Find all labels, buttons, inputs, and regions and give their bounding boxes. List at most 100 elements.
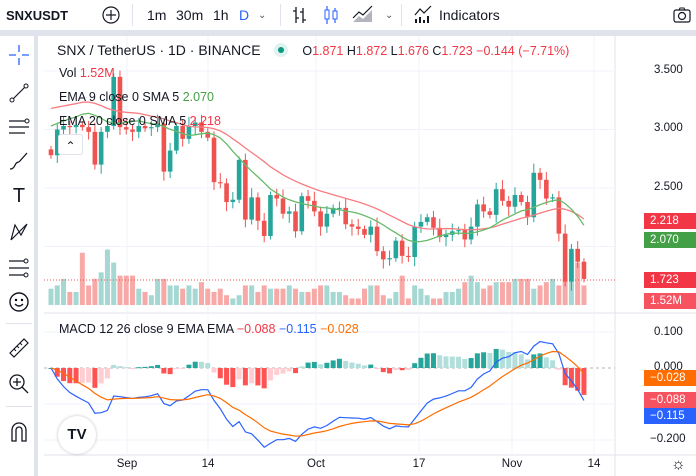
macd-histogram-bar xyxy=(230,368,236,388)
brush-icon[interactable] xyxy=(8,150,30,172)
pattern-icon[interactable] xyxy=(8,221,30,243)
candle-body xyxy=(556,197,562,234)
compare-button[interactable] xyxy=(101,5,121,25)
area-chart-icon[interactable] xyxy=(352,5,374,25)
volume-bar xyxy=(230,298,236,305)
trend-line-icon[interactable] xyxy=(8,82,30,104)
settings-gear-icon[interactable]: ☼ xyxy=(671,456,686,473)
candle-body xyxy=(280,198,286,214)
volume-bar xyxy=(173,285,179,305)
market-status-icon[interactable] xyxy=(274,43,289,57)
volume-bar xyxy=(506,282,512,305)
ema20-line xyxy=(50,101,585,231)
candle-body xyxy=(487,211,493,215)
candle-body xyxy=(462,230,468,240)
candle-body xyxy=(54,129,60,156)
volume-bar xyxy=(418,288,424,305)
interval-30m[interactable]: 30m xyxy=(176,7,204,23)
text-icon[interactable]: T xyxy=(12,184,26,207)
macd-axis-label: 0.100 xyxy=(654,326,683,338)
candle-body xyxy=(211,137,217,183)
histogram-tag: −0.088 xyxy=(644,392,696,408)
tradingview-logo[interactable]: TV xyxy=(58,416,96,454)
legend-volume[interactable]: Vol 1.52M xyxy=(59,66,115,80)
symbol-search[interactable]: SNXUSDT xyxy=(6,7,69,23)
volume-bar xyxy=(518,278,524,305)
candle-body xyxy=(123,127,129,130)
legend-ema20[interactable]: EMA 20 close 0 SMA 5 2.218 xyxy=(59,114,221,128)
candle-body xyxy=(537,172,543,180)
interval-d[interactable]: D xyxy=(239,7,250,23)
bar-chart-icon[interactable] xyxy=(292,5,308,25)
fib-icon[interactable] xyxy=(8,116,30,138)
macd-tag: −0.115 xyxy=(644,408,696,424)
volume-bar xyxy=(481,288,487,305)
candle-body xyxy=(337,207,342,209)
legend-macd[interactable]: MACD 12 26 close 9 EMA EMA −0.088 −0.115… xyxy=(59,322,359,336)
candle-body xyxy=(437,227,443,238)
candle-body xyxy=(230,199,236,203)
candle-body xyxy=(299,196,305,232)
macd-histogram-bar xyxy=(92,368,98,388)
signal-tag: −0.028 xyxy=(644,370,696,386)
macd-histogram-bar xyxy=(336,358,342,368)
macd-histogram-bar xyxy=(556,368,562,370)
macd-histogram-bar xyxy=(487,352,493,368)
zoom-in-icon[interactable] xyxy=(8,373,30,395)
candle-body xyxy=(399,240,405,256)
macd-histogram-bar xyxy=(562,368,568,386)
volume-value: 1.52M xyxy=(79,66,115,80)
interval-1h[interactable]: 1h xyxy=(213,7,229,23)
candle-body xyxy=(550,197,555,199)
volume-bar xyxy=(499,282,505,305)
volume-bar xyxy=(286,285,292,305)
macd-histogram-bar xyxy=(575,368,581,391)
interval-1m[interactable]: 1m xyxy=(147,7,167,23)
macd-histogram-bar xyxy=(437,355,443,368)
macd-histogram-bar xyxy=(305,362,311,368)
volume-bar xyxy=(550,278,556,305)
macd-histogram-bar xyxy=(512,352,518,368)
crosshair-icon[interactable] xyxy=(8,44,30,66)
macd-histogram-bar xyxy=(211,368,217,373)
macd-histogram-bar xyxy=(242,368,248,386)
candle-body xyxy=(286,211,292,214)
candle-body xyxy=(92,131,98,165)
volume-bar xyxy=(393,291,399,305)
candles-icon[interactable] xyxy=(323,5,339,25)
candle-body xyxy=(475,204,480,227)
macd-histogram-bar xyxy=(387,368,393,374)
volume-bar xyxy=(362,288,367,305)
volume-bar xyxy=(374,285,380,305)
collapse-legend-button[interactable]: ⌃ xyxy=(58,134,83,155)
camera-icon[interactable] xyxy=(672,5,692,25)
magnet-icon[interactable] xyxy=(8,421,30,443)
emoji-icon[interactable] xyxy=(8,291,30,313)
candle-body xyxy=(274,195,280,199)
macd-histogram-bar xyxy=(355,363,361,368)
chevron-down-icon[interactable]: ⌄ xyxy=(258,9,267,21)
volume-bar xyxy=(224,295,230,305)
volume-bar xyxy=(293,288,299,305)
forecast-icon[interactable] xyxy=(8,257,30,279)
macd-histogram-bar xyxy=(318,364,324,368)
macd-histogram-bar xyxy=(468,358,474,368)
macd-histogram-bar xyxy=(430,353,436,368)
candle-body xyxy=(167,150,173,172)
drawing-toolbar: T xyxy=(0,36,38,476)
macd-histogram-bar xyxy=(249,368,255,384)
macd-histogram-bar xyxy=(180,368,186,369)
macd-histogram-bar xyxy=(161,368,167,374)
ruler-icon[interactable] xyxy=(8,337,30,359)
macd-histogram-bar xyxy=(111,364,117,368)
candle-body xyxy=(330,207,336,214)
volume-bar xyxy=(430,298,436,305)
chevron-down-icon[interactable]: ⌄ xyxy=(385,9,394,21)
macd-histogram-bar xyxy=(412,363,418,368)
volume-bar xyxy=(556,285,562,305)
macd-histogram-bar xyxy=(424,353,430,368)
indicators-button[interactable]: Indicators xyxy=(413,5,500,25)
volume-bar xyxy=(355,298,361,305)
legend-ema9[interactable]: EMA 9 close 0 SMA 5 2.070 xyxy=(59,90,214,104)
